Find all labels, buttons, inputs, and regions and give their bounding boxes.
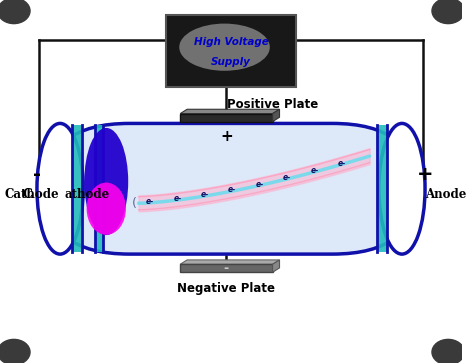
Ellipse shape	[379, 123, 425, 254]
Circle shape	[0, 0, 30, 24]
Text: -: -	[33, 165, 41, 184]
FancyBboxPatch shape	[95, 125, 103, 252]
Text: athode: athode	[64, 188, 110, 201]
Text: C: C	[22, 188, 32, 201]
Circle shape	[432, 0, 465, 24]
Text: +: +	[220, 129, 233, 144]
Text: e-: e-	[310, 166, 319, 175]
Circle shape	[0, 339, 30, 363]
Text: e-: e-	[338, 159, 346, 168]
Polygon shape	[273, 260, 280, 272]
Text: e-: e-	[201, 191, 209, 199]
FancyBboxPatch shape	[180, 114, 273, 122]
Text: Anode: Anode	[425, 188, 466, 201]
FancyBboxPatch shape	[72, 125, 82, 252]
Text: e-: e-	[283, 174, 291, 182]
Ellipse shape	[84, 128, 128, 235]
Text: Positive Plate: Positive Plate	[227, 98, 318, 111]
FancyBboxPatch shape	[376, 125, 387, 252]
Polygon shape	[273, 109, 280, 122]
Polygon shape	[180, 260, 280, 264]
Ellipse shape	[87, 183, 126, 235]
FancyBboxPatch shape	[180, 264, 273, 272]
Text: High Voltage: High Voltage	[194, 37, 268, 47]
FancyBboxPatch shape	[166, 15, 296, 87]
Ellipse shape	[179, 24, 270, 71]
Text: Negative Plate: Negative Plate	[177, 282, 275, 295]
Text: e-: e-	[228, 185, 237, 195]
Text: e-: e-	[173, 195, 182, 203]
Ellipse shape	[37, 123, 83, 254]
Circle shape	[432, 339, 465, 363]
Text: -: -	[224, 262, 229, 275]
Text: (: (	[132, 197, 137, 210]
Text: +: +	[417, 165, 433, 184]
FancyBboxPatch shape	[46, 123, 416, 254]
Text: e-: e-	[255, 180, 264, 189]
Text: Cathode: Cathode	[5, 188, 59, 201]
Polygon shape	[180, 109, 280, 114]
Text: Supply: Supply	[211, 57, 251, 67]
Text: e-: e-	[146, 197, 154, 206]
